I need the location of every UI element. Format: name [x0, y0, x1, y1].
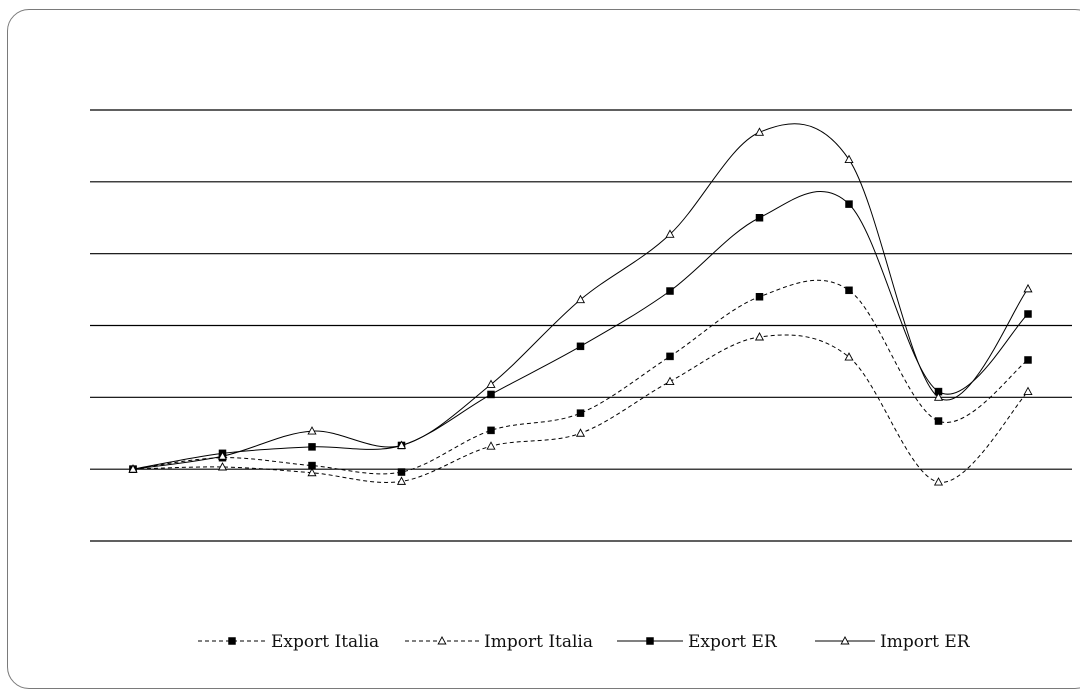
legend-label-import-er: Import ER [880, 632, 971, 652]
data-point-import-er [486, 379, 496, 388]
data-point-import-italia [933, 477, 944, 486]
data-point-export-italia [397, 468, 406, 476]
data-point-import-italia [396, 476, 407, 485]
data-point-export-er [666, 287, 674, 295]
data-point-export-italia [755, 293, 764, 301]
legend-item-import-italia: Import Italia [405, 632, 593, 652]
data-point-import-italia [844, 352, 854, 361]
data-point-import-italia [665, 376, 675, 385]
legend-item-export-er: Export ER [617, 632, 778, 652]
legend: Export Italia Import Italia Export ER Impor… [198, 632, 971, 652]
data-point-export-italia [666, 352, 674, 361]
data-point-import-italia [575, 428, 586, 437]
series-line-import-italia [132, 334, 1029, 483]
line-chart: Export Italia Import Italia Export ER Impor… [90, 109, 1072, 652]
gridlines [90, 109, 1072, 542]
data-point-export-italia [934, 417, 943, 425]
data-point-import-italia [217, 462, 228, 471]
legend-item-import-er: Import ER [815, 632, 971, 652]
legend-label-import-italia: Import Italia [484, 632, 593, 652]
series-line-export-er [132, 191, 1029, 470]
data-point-import-er [754, 127, 765, 136]
legend-marker-import-er [840, 636, 850, 645]
data-point-import-italia [486, 441, 496, 450]
legend-label-export-italia: Export Italia [271, 632, 379, 652]
data-point-export-italia [487, 426, 495, 435]
data-point-export-er [576, 342, 585, 351]
data-point-import-er [844, 154, 854, 164]
data-point-import-italia [1023, 386, 1033, 396]
markers-import-italia [128, 332, 1033, 486]
markers-import-er [128, 127, 1033, 473]
data-point-export-er [1024, 310, 1032, 318]
data-point-export-italia [845, 286, 853, 295]
legend-marker-import-italia [437, 636, 447, 645]
data-point-import-italia [307, 467, 317, 477]
data-point-import-er [933, 392, 944, 401]
data-point-import-er [1023, 283, 1033, 293]
data-point-export-italia [576, 409, 585, 417]
data-point-export-er [308, 443, 316, 451]
legend-item-export-italia: Export Italia [198, 632, 379, 652]
data-point-import-er [665, 229, 675, 238]
data-point-import-er [307, 426, 317, 435]
series-markers [128, 127, 1033, 486]
data-point-export-er [755, 214, 764, 222]
legend-marker-export-italia [228, 637, 236, 645]
chart-frame [7, 9, 1080, 689]
data-point-import-er [128, 464, 138, 473]
data-point-export-italia [1024, 356, 1032, 364]
markers-export-italia [129, 286, 1032, 476]
data-point-import-er [575, 294, 586, 304]
data-point-import-er [396, 440, 407, 449]
data-point-export-er [487, 390, 495, 399]
data-point-export-er [845, 200, 853, 208]
series-line-export-italia [132, 279, 1029, 475]
legend-marker-export-er [646, 637, 654, 645]
data-point-import-italia [754, 332, 765, 341]
data-point-import-er [217, 451, 228, 460]
legend-label-export-er: Export ER [688, 632, 778, 652]
